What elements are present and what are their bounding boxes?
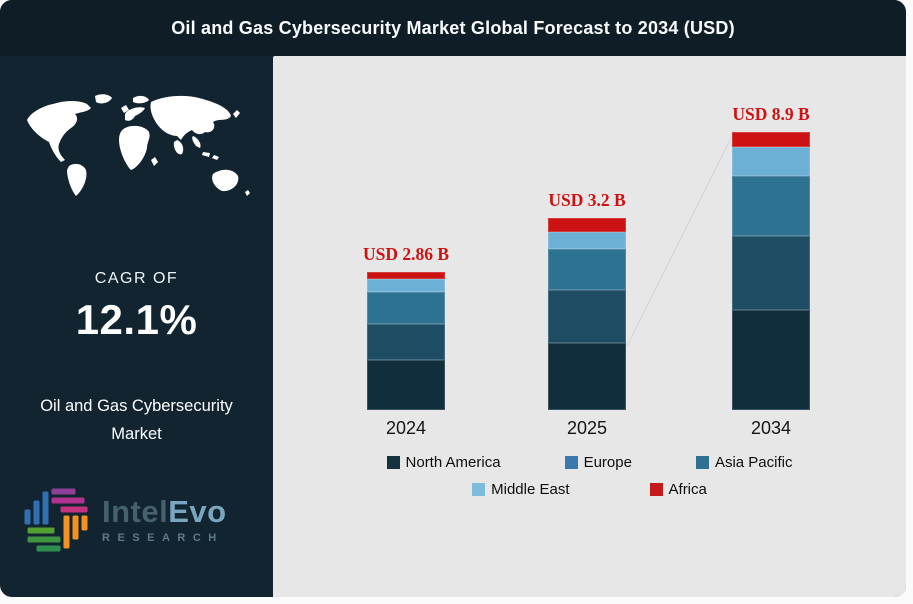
legend-label-asia-pacific: Asia Pacific [714, 454, 793, 471]
axis-label-2025: 2025 [566, 418, 608, 438]
total-label-2024: USD 2.86 B [362, 244, 450, 264]
segment-north-america-2024 [367, 360, 445, 410]
axis-label-2024: 2024 [385, 418, 427, 438]
market-name: Oil and Gas Cybersecurity Market [40, 397, 233, 443]
logo-text: IntelEvo RESEARCH [102, 496, 227, 544]
legend-label-north-america: North America [405, 454, 501, 471]
segment-north-america-2025 [548, 343, 626, 410]
segment-asia-pacific-2025 [548, 249, 626, 290]
sidebar: CAGR OF 12.1% Oil and Gas Cybersecurity … [0, 56, 273, 597]
segment-north-america-2034 [732, 310, 810, 410]
legend-swatch-asia-pacific [695, 456, 709, 469]
segment-asia-pacific-2034 [732, 176, 810, 236]
segment-middle-east-2024 [367, 279, 445, 292]
world-map-icon [27, 94, 250, 196]
chart-panel: USD 2.86 B 2024 USD 3.2 B 2025 USD 8.9 B 2034… [273, 56, 906, 597]
legend-swatch-north-america [386, 456, 400, 469]
legend-label-middle-east: Middle East [491, 481, 570, 498]
bar-chart: USD 2.86 B 2024 USD 3.2 B 2025 USD 8.9 B 2034 [273, 56, 906, 597]
legend-label-africa: Africa [668, 481, 707, 498]
logo-text-evo: Evo [168, 494, 227, 529]
legend-swatch-middle-east [472, 483, 486, 496]
legend-item-europe: Europe [564, 454, 632, 471]
logo: IntelEvo RESEARCH [20, 484, 227, 556]
segment-middle-east-2025 [548, 232, 626, 249]
logo-wordmark: IntelEvo [102, 496, 227, 527]
page-title: Oil and Gas Cybersecurity Market Global … [171, 17, 735, 38]
cagr-label: CAGR OF [94, 270, 179, 287]
legend-row-2: Middle East Africa [472, 481, 707, 498]
bar-group-2034 [732, 132, 810, 410]
legend: North America Europe Asia Pacific Middle Ea… [273, 454, 906, 498]
legend-item-north-america: North America [386, 454, 501, 471]
axis-label-2034: 2034 [750, 418, 792, 438]
logo-subtitle: RESEARCH [102, 532, 224, 544]
segment-europe-2034 [732, 236, 810, 310]
logo-text-intel: Intel [102, 494, 169, 529]
segment-europe-2024 [367, 324, 445, 360]
connector-line-segment [626, 135, 733, 347]
legend-item-asia-pacific: Asia Pacific [695, 454, 793, 471]
total-label-2025: USD 3.2 B [548, 190, 626, 210]
legend-label-europe: Europe [583, 454, 632, 471]
segment-africa-2024 [367, 272, 445, 279]
segment-middle-east-2034 [732, 147, 810, 176]
legend-swatch-europe [564, 456, 578, 469]
segment-africa-2034 [732, 132, 810, 147]
bar-group-2024 [367, 272, 445, 410]
legend-item-middle-east: Middle East [472, 481, 570, 498]
logo-pinwheel-icon [24, 488, 88, 552]
segment-europe-2025 [548, 290, 626, 343]
segment-africa-2025 [548, 218, 626, 232]
segment-asia-pacific-2024 [367, 292, 445, 324]
total-label-2034: USD 8.9 B [732, 104, 810, 124]
legend-item-africa: Africa [649, 481, 707, 498]
cagr-value: 12.1% [75, 296, 198, 343]
header: Oil and Gas Cybersecurity Market Global … [0, 0, 906, 56]
bar-group-2025 [548, 218, 626, 410]
legend-row-1: North America Europe Asia Pacific [386, 454, 793, 471]
connector-line [626, 135, 733, 347]
legend-swatch-africa [649, 483, 663, 496]
